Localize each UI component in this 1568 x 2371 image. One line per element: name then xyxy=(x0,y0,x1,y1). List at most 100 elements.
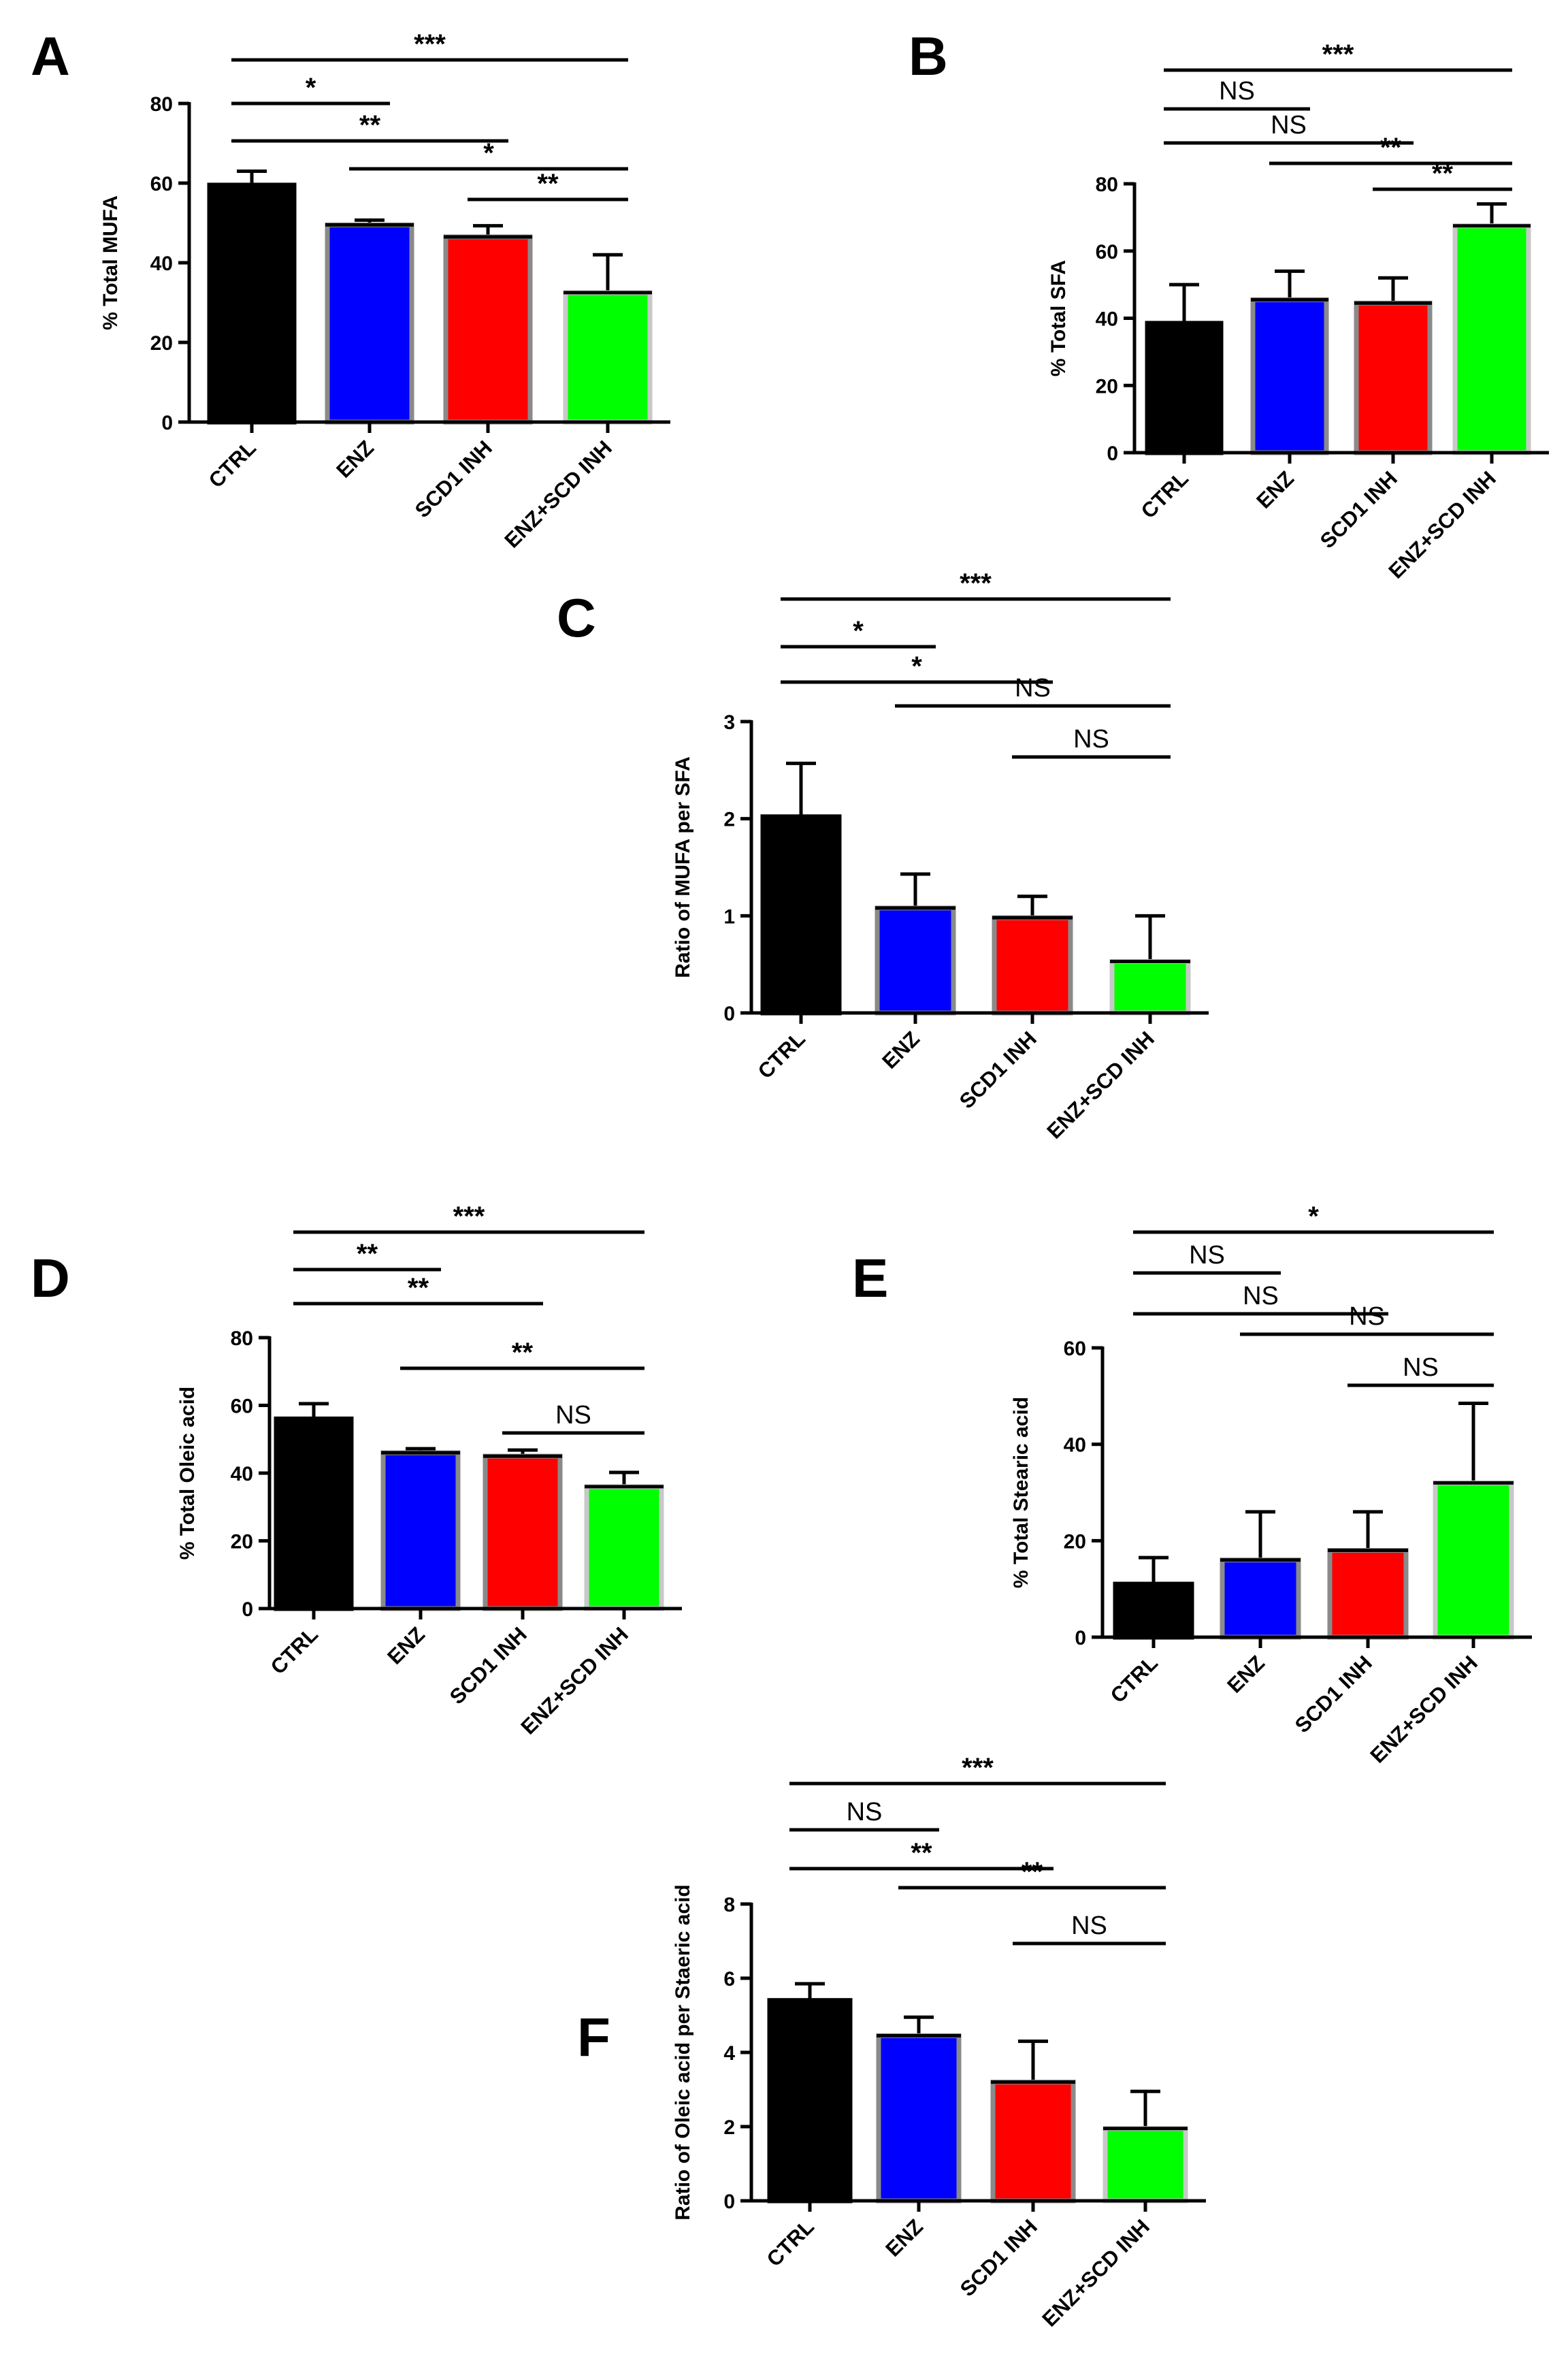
category-label: SCD1 INH xyxy=(1316,466,1402,553)
y-tick-label: 6 xyxy=(723,1968,735,1990)
y-tick-label: 2 xyxy=(723,2116,735,2139)
panel-label: B xyxy=(909,26,948,86)
y-tick-label: 1 xyxy=(723,905,735,928)
y-tick-label: 8 xyxy=(723,1894,735,1916)
chart-panel-a: A 0 20 40 60 80 % Total MUFA CTRL ENZ SCD1 INH ENZ… xyxy=(31,26,670,553)
y-tick-label: 60 xyxy=(1064,1338,1086,1360)
bar-enz xyxy=(380,1450,461,1611)
bar-enz xyxy=(875,905,956,1016)
bar-scd1-inh xyxy=(990,2080,1076,2204)
y-axis-title: % Total SFA xyxy=(1047,260,1070,376)
significance-label: *** xyxy=(414,29,446,59)
significance-label: NS xyxy=(1071,1912,1107,1940)
significance-label: * xyxy=(483,138,494,168)
y-tick-label: 0 xyxy=(242,1598,253,1621)
significance-label: NS xyxy=(1271,111,1307,140)
significance-label: * xyxy=(306,73,316,103)
panel-label: D xyxy=(31,1248,70,1308)
panel-label: E xyxy=(852,1248,888,1308)
y-tick-label: 40 xyxy=(231,1463,253,1485)
y-tick-label: 3 xyxy=(723,711,735,734)
chart-panel-d: D 0 20 40 60 80 % Total Oleic acid CTRL ENZ SCD1 … xyxy=(31,1201,682,1739)
significance-label: * xyxy=(911,651,922,681)
category-label: CTRL xyxy=(266,1622,323,1679)
y-axis-title: Ratio of Oleic acid per Staeric acid xyxy=(672,1884,694,2221)
panel-label: C xyxy=(557,587,596,648)
y-tick-label: 0 xyxy=(723,1003,735,1025)
y-tick-label: 60 xyxy=(231,1396,253,1418)
y-axis-title: % Total Oleic acid xyxy=(176,1387,199,1560)
significance-label: ** xyxy=(357,1239,378,1269)
category-label: ENZ xyxy=(881,2214,928,2261)
category-label: ENZ xyxy=(1252,466,1298,513)
category-label: ENZ+SCD INH xyxy=(516,1622,633,1739)
y-axis-title: % Total MUFA xyxy=(99,195,122,330)
category-label: ENZ+SCD INH xyxy=(500,436,617,553)
significance-label: ** xyxy=(911,1838,932,1868)
y-tick-label: 60 xyxy=(1096,241,1118,263)
y-tick-label: 20 xyxy=(150,332,173,355)
significance-label: *** xyxy=(453,1201,485,1231)
y-tick-label: 80 xyxy=(1096,174,1118,196)
category-label: ENZ xyxy=(382,1622,429,1669)
y-tick-label: 40 xyxy=(1096,308,1118,331)
significance-label: NS xyxy=(1243,1282,1279,1310)
category-label: CTRL xyxy=(753,1027,810,1083)
significance-label: ** xyxy=(1380,133,1402,163)
panel-label: A xyxy=(31,26,70,86)
significance-label: *** xyxy=(962,1753,994,1783)
category-label: SCD1 INH xyxy=(445,1622,532,1709)
bar-enz-scd-inh xyxy=(1102,2126,1188,2204)
y-tick-label: 0 xyxy=(161,412,173,434)
significance-label: NS xyxy=(1189,1241,1225,1270)
category-label: ENZ xyxy=(331,436,378,483)
significance-label: NS xyxy=(1349,1302,1385,1331)
category-label: ENZ+SCD INH xyxy=(1037,2214,1154,2332)
chart-panel-e: E 0 20 40 60 % Total Stearic acid CTRL ENZ SCD1 … xyxy=(852,1201,1532,1768)
category-label: ENZ+SCD INH xyxy=(1042,1027,1159,1144)
category-label: CTRL xyxy=(1137,466,1193,523)
significance-label: ** xyxy=(359,110,381,140)
significance-label: NS xyxy=(1015,674,1051,703)
bar-ctrl xyxy=(767,1998,853,2204)
category-label: CTRL xyxy=(1106,1651,1162,1707)
chart-panel-c: C 0 1 2 3 Ratio of MUFA per SFA CTRL ENZ SCD1 IN… xyxy=(557,568,1209,1144)
y-axis-title: % Total Stearic acid xyxy=(1010,1397,1032,1588)
significance-label: ** xyxy=(512,1338,534,1368)
significance-label: NS xyxy=(555,1401,591,1430)
panel-label: F xyxy=(577,2007,610,2067)
category-label: ENZ xyxy=(1222,1651,1269,1698)
significance-label: NS xyxy=(847,1798,883,1826)
bar-enz xyxy=(876,2033,962,2204)
y-tick-label: 20 xyxy=(231,1531,253,1553)
category-label: CTRL xyxy=(762,2214,819,2271)
y-tick-label: 80 xyxy=(150,93,173,116)
significance-label: ** xyxy=(1022,1857,1043,1887)
chart-panel-b: B 0 20 40 60 80 % Total SFA CTRL ENZ SCD1 INHENZ+… xyxy=(909,26,1549,583)
category-label: SCD1 INH xyxy=(955,1027,1041,1113)
y-tick-label: 40 xyxy=(1064,1434,1086,1457)
significance-label: * xyxy=(853,616,864,646)
bar-enz xyxy=(1250,297,1329,455)
significance-label: * xyxy=(1308,1201,1319,1231)
bar-enz xyxy=(1220,1558,1301,1640)
bar-ctrl xyxy=(1113,1581,1194,1640)
y-tick-label: 0 xyxy=(723,2191,735,2213)
bar-scd1-inh xyxy=(483,1453,563,1611)
y-tick-label: 20 xyxy=(1096,375,1118,398)
chart-panel-f: F 0 2 4 6 8 Ratio of Oleic acid per Staeric ac… xyxy=(577,1753,1206,2332)
significance-label: *** xyxy=(1322,39,1354,69)
bar-scd1-inh xyxy=(1327,1548,1409,1640)
category-label: SCD1 INH xyxy=(956,2214,1042,2301)
y-tick-label: 60 xyxy=(150,173,173,195)
bar-enz xyxy=(325,222,414,425)
y-tick-label: 0 xyxy=(1075,1627,1086,1649)
bar-enz-scd-inh xyxy=(1452,223,1531,455)
y-tick-label: 20 xyxy=(1064,1530,1086,1553)
bar-scd1-inh xyxy=(992,915,1073,1016)
significance-label: ** xyxy=(537,169,559,199)
category-label: ENZ+SCD INH xyxy=(1365,1651,1482,1768)
significance-label: ** xyxy=(1432,159,1454,189)
